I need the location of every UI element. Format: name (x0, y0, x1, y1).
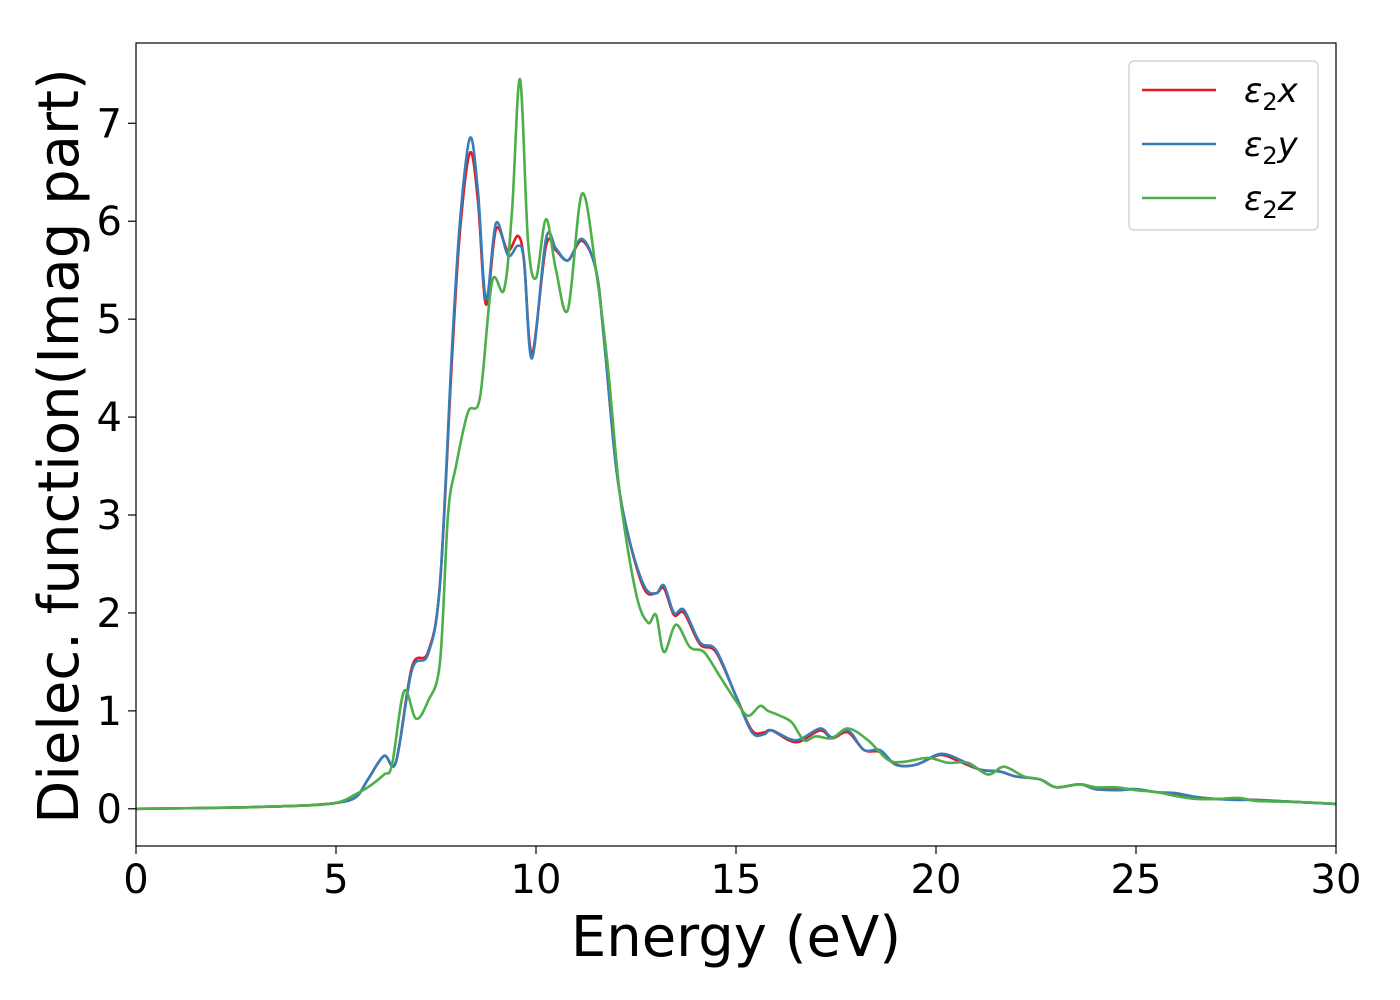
y-axis-title: Dielec. function(Imag part) (27, 68, 92, 824)
x-tick-label: 30 (1311, 857, 1362, 903)
y-axis-ticks: 0 1 2 3 4 5 6 7 (97, 101, 136, 833)
legend-box (1128, 60, 1319, 231)
y-tick-label: 3 (97, 493, 122, 539)
series-line-z (136, 77, 1336, 811)
legend-entries: ε2x ε2y ε2z (1142, 71, 1299, 224)
x-tick-label: 15 (711, 857, 762, 903)
x-tick-label: 0 (123, 857, 148, 903)
y-tick-label: 5 (97, 297, 122, 343)
y-tick-label: 2 (97, 591, 122, 637)
y-tick-label: 1 (97, 689, 122, 735)
legend-label-x: ε2x (1244, 71, 1299, 116)
legend-label-z: ε2z (1244, 179, 1297, 224)
legend-label-y: ε2y (1244, 125, 1299, 170)
legend: ε2x ε2y ε2z (1128, 60, 1319, 231)
y-tick-label: 4 (97, 395, 122, 441)
x-tick-label: 10 (511, 857, 562, 903)
y-tick-label: 7 (97, 101, 122, 147)
x-tick-label: 5 (323, 857, 348, 903)
x-axis-ticks: 0 5 10 15 20 25 30 (123, 846, 1361, 903)
x-axis-title: Energy (eV) (571, 905, 901, 970)
y-tick-label: 0 (97, 787, 122, 833)
y-tick-label: 6 (97, 199, 122, 245)
x-tick-label: 25 (1111, 857, 1162, 903)
series-layer (136, 77, 1336, 811)
x-tick-label: 20 (911, 857, 962, 903)
